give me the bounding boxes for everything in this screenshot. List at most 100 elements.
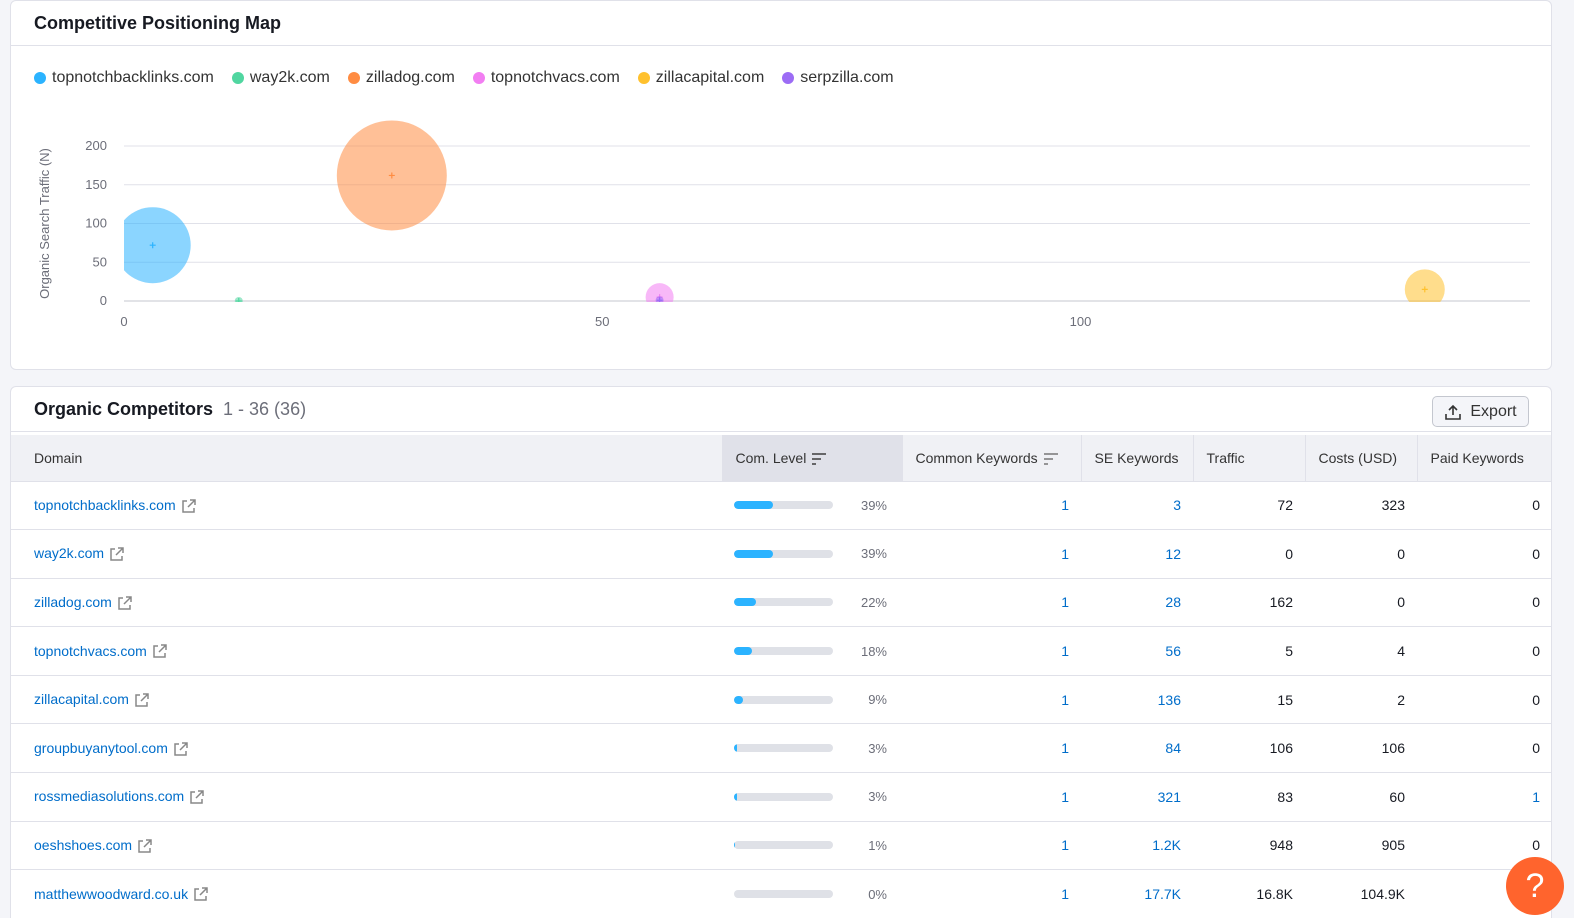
bubble-point[interactable] [1404,269,1445,309]
com-level-bar [734,549,833,558]
se-keywords-link[interactable]: 56 [1165,643,1181,660]
x-tick-label: 100 [1070,314,1092,329]
com-level-bar [734,744,833,753]
se-keywords-link[interactable]: 12 [1165,545,1181,562]
domain-link[interactable]: zillacapital.com [34,691,129,708]
col-traffic[interactable]: Traffic [1193,435,1306,482]
domain-link[interactable]: matthewwoodward.co.uk [34,885,189,902]
se-keywords-cell: 12 [1081,530,1193,579]
common-keywords-link[interactable]: 1 [1061,788,1069,805]
costs-cell: 0 [1397,594,1405,611]
se-keywords-link[interactable]: 28 [1165,594,1181,611]
external-link-icon[interactable] [134,693,149,708]
upload-icon [1445,404,1462,420]
legend-item[interactable]: topnotchbacklinks.com [34,69,214,87]
domain-link[interactable]: zilladog.com [34,594,112,611]
common-keywords-link[interactable]: 1 [1061,740,1069,757]
traffic-cell: 0 [1285,545,1293,562]
domain-link[interactable]: topnotchbacklinks.com [34,496,176,513]
se-keywords-link[interactable]: 1.2K [1152,837,1181,854]
map-header: Competitive Positioning Map [11,1,1551,46]
domain-cell: groupbuyanytool.com [11,724,722,773]
paid-keywords-value[interactable]: 0 [1532,837,1540,854]
external-link-icon[interactable] [193,887,208,902]
legend-item[interactable]: way2k.com [231,69,330,87]
domain-link[interactable]: groupbuyanytool.com [34,739,168,756]
table-row: matthewwoodward.co.uk 0% 1 17.7K 16.8K 1… [11,870,1551,918]
common-keywords-link[interactable]: 1 [1061,886,1069,903]
col-domain[interactable]: Domain [11,435,723,482]
domain-link[interactable]: oeshshoes.com [34,837,133,854]
col-se-keywords[interactable]: SE Keywords [1081,435,1194,482]
sort-icon[interactable] [1043,453,1058,465]
x-tick-label: 50 [595,314,609,329]
table-row: topnotchvacs.com 18% 1 56 5 4 0 [11,627,1551,676]
common-keywords-link[interactable]: 1 [1061,545,1069,562]
legend-item[interactable]: topnotchvacs.com [472,69,620,87]
paid-keywords-value[interactable]: 0 [1532,545,1540,562]
common-keywords-link[interactable]: 1 [1061,594,1069,611]
com-level-cell: 3% [722,724,902,773]
se-keywords-link[interactable]: 17.7K [1144,886,1181,903]
external-link-icon[interactable] [109,547,124,562]
sort-icon[interactable] [812,453,827,465]
se-keywords-link[interactable]: 84 [1165,740,1181,757]
paid-keywords-cell: 0 [1417,724,1551,773]
domain-link[interactable]: topnotchvacs.com [34,642,147,659]
domain-cell: zilladog.com [11,578,722,627]
costs-cell: 0 [1397,545,1405,562]
common-keywords-link[interactable]: 1 [1061,643,1069,660]
com-level-cell: 1% [722,821,902,870]
bubbles-group [115,120,1445,311]
col-costs[interactable]: Costs (USD) [1305,435,1418,482]
com-level-bar [734,695,833,704]
domain-link[interactable]: way2k.com [34,545,105,562]
external-link-icon[interactable] [173,741,188,757]
com-level-fill [734,598,756,607]
se-keywords-link[interactable]: 136 [1157,691,1181,708]
bubble-point[interactable] [645,283,674,311]
domain-cell: topnotchbacklinks.com [11,481,722,530]
paid-keywords-value[interactable]: 1 [1532,788,1540,805]
legend-label: topnotchvacs.com [490,69,620,86]
col-paid-keywords[interactable]: Paid Keywords [1417,435,1551,482]
se-keywords-cell: 17.7K [1081,870,1193,918]
common-keywords-link[interactable]: 1 [1061,691,1069,708]
com-level-fill [734,695,743,704]
traffic-cell: 162 [1269,594,1293,611]
se-keywords-link[interactable]: 321 [1157,788,1181,805]
col-common-keywords[interactable]: Common Keywords [902,435,1082,482]
com-level-fill [734,744,737,753]
export-button[interactable]: Export [1432,396,1529,427]
external-link-icon[interactable] [189,790,204,805]
paid-keywords-value[interactable]: 0 [1532,594,1540,611]
costs-cell: 4 [1397,643,1405,660]
y-tick-label: 150 [85,177,107,192]
paid-keywords-value[interactable]: 0 [1532,497,1540,514]
domain-link[interactable]: rossmediasolutions.com [34,788,185,805]
external-link-icon[interactable] [152,644,167,659]
domain-cell: zillacapital.com [11,675,722,724]
paid-keywords-value[interactable]: 0 [1532,643,1540,660]
bubble-point[interactable] [115,207,191,284]
help-button[interactable]: ? [1506,857,1564,915]
se-keywords-link[interactable]: 3 [1173,497,1181,514]
external-link-icon[interactable] [181,498,196,514]
legend-item[interactable]: zilladog.com [347,69,455,87]
legend-item[interactable]: zillacapital.com [637,69,764,87]
external-link-icon[interactable] [137,839,152,854]
common-keywords-cell: 1 [902,870,1081,918]
common-keywords-link[interactable]: 1 [1061,837,1069,854]
col-com-level[interactable]: Com. Level [722,435,903,482]
com-level-cell: 22% [722,578,902,627]
paid-keywords-value[interactable]: 0 [1532,740,1540,757]
traffic-cell: 948 [1269,837,1293,854]
bubble-center-mark [656,297,663,302]
paid-keywords-value[interactable]: 0 [1532,691,1540,708]
com-level-cell: 3% [722,773,902,822]
common-keywords-link[interactable]: 1 [1061,497,1069,514]
y-tick-label: 0 [100,293,107,308]
external-link-icon[interactable] [117,596,132,611]
legend-item[interactable]: serpzilla.com [782,69,894,87]
table-row: oeshshoes.com 1% 1 1.2K 948 905 0 [11,821,1551,870]
